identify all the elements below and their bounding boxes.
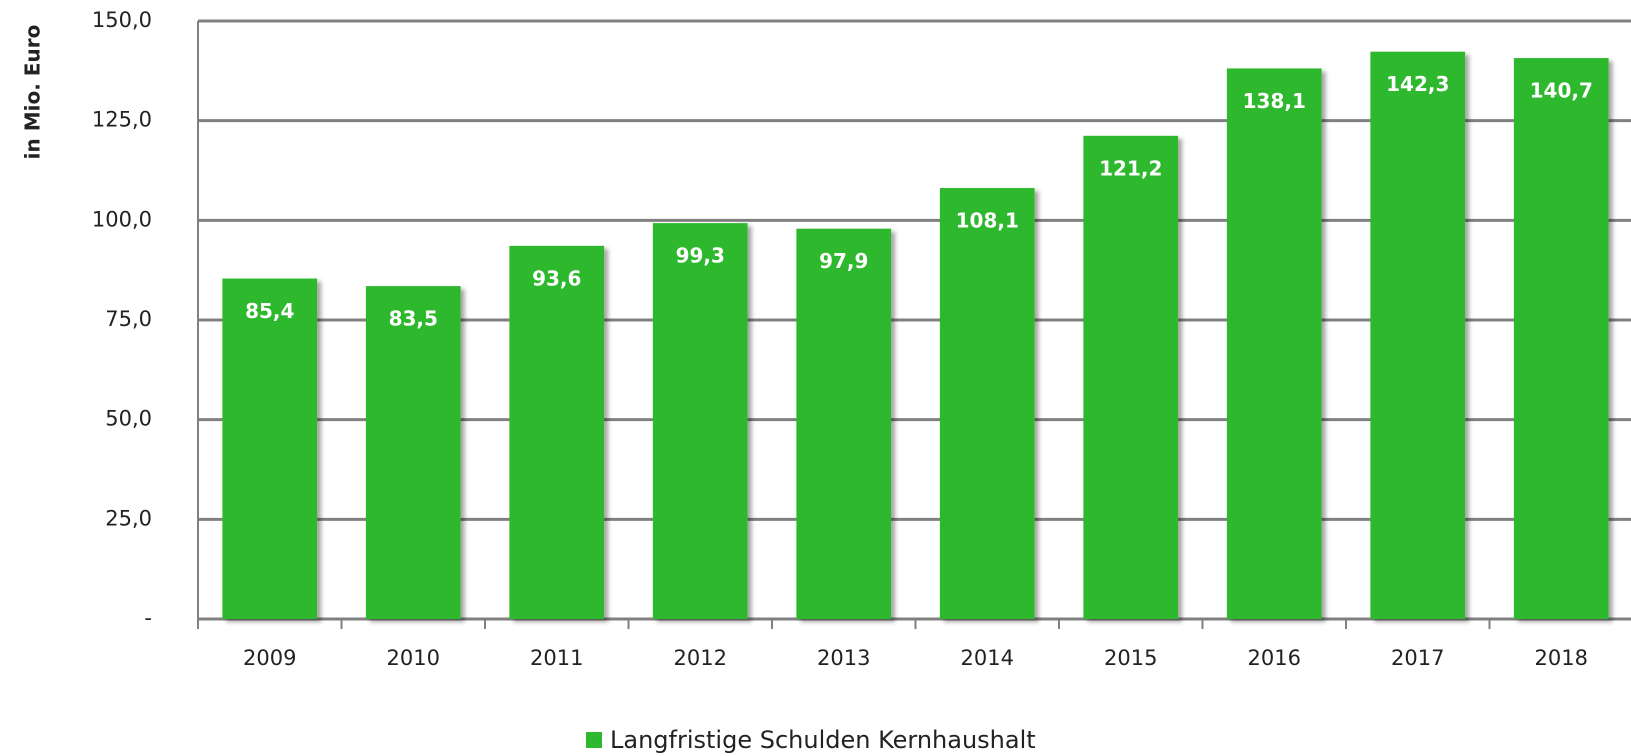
legend-label: Langfristige Schulden Kernhaushalt bbox=[610, 726, 1036, 754]
x-tick-label: 2015 bbox=[1104, 646, 1157, 670]
value-label: 121,2 bbox=[1099, 156, 1162, 180]
x-tick-label: 2011 bbox=[530, 646, 583, 670]
y-tick-label: 75,0 bbox=[105, 307, 152, 331]
x-tick-label: 2012 bbox=[674, 646, 727, 670]
value-label: 83,5 bbox=[389, 307, 438, 331]
bar bbox=[365, 286, 461, 619]
bar bbox=[1513, 58, 1609, 620]
value-label: 138,1 bbox=[1243, 89, 1306, 113]
value-label: 97,9 bbox=[819, 249, 868, 273]
y-tick-label: - bbox=[144, 606, 152, 630]
bar bbox=[1226, 68, 1322, 619]
y-tick-label: 50,0 bbox=[105, 407, 152, 431]
value-label: 108,1 bbox=[956, 209, 1019, 233]
bar bbox=[939, 188, 1035, 620]
x-tick-label: 2017 bbox=[1391, 646, 1444, 670]
bar bbox=[509, 245, 605, 619]
legend-swatch bbox=[586, 732, 602, 748]
bar bbox=[1083, 135, 1179, 620]
y-tick-label: 125,0 bbox=[92, 108, 152, 132]
value-label: 93,6 bbox=[532, 266, 581, 290]
bar bbox=[796, 228, 892, 620]
value-label: 142,3 bbox=[1386, 72, 1449, 96]
y-tick-label: 150,0 bbox=[92, 8, 152, 32]
y-tick-label: 25,0 bbox=[105, 506, 152, 530]
value-label: 140,7 bbox=[1530, 79, 1593, 103]
x-tick-label: 2013 bbox=[817, 646, 870, 670]
x-tick-label: 2014 bbox=[961, 646, 1014, 670]
value-label: 99,3 bbox=[676, 244, 725, 268]
x-tick-label: 2009 bbox=[243, 646, 296, 670]
value-label: 85,4 bbox=[245, 299, 294, 323]
bar bbox=[652, 223, 748, 619]
bar bbox=[222, 278, 318, 619]
x-tick-label: 2018 bbox=[1535, 646, 1588, 670]
y-tick-label: 100,0 bbox=[92, 207, 152, 231]
bar bbox=[1370, 51, 1466, 620]
y-axis-label: in Mio. Euro bbox=[21, 25, 45, 160]
x-tick-label: 2016 bbox=[1248, 646, 1301, 670]
x-tick-label: 2010 bbox=[387, 646, 440, 670]
